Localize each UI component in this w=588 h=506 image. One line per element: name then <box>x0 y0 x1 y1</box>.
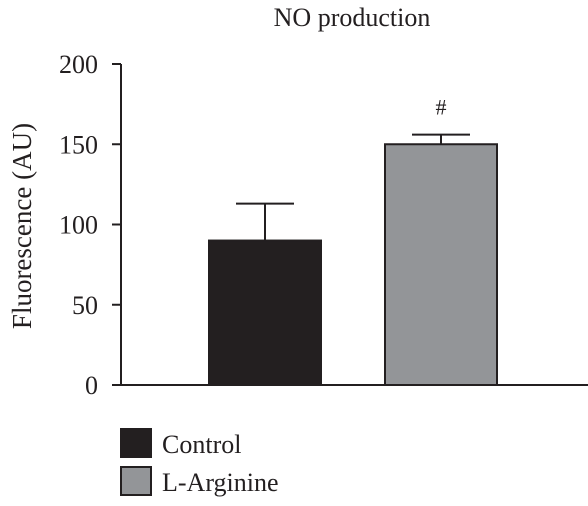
y-tick-label: 100 <box>59 211 98 240</box>
legend-swatch <box>120 428 152 458</box>
bars: # <box>208 95 498 386</box>
legend-swatch <box>120 466 152 496</box>
y-tick-label: 0 <box>85 371 98 400</box>
significance-marker: # <box>436 95 447 120</box>
y-axis-label: Fluorescence (AU) <box>7 123 37 329</box>
bar-1 <box>208 239 322 386</box>
legend-label: L-Arginine <box>162 468 279 497</box>
legend-label: Control <box>162 430 241 459</box>
y-tick-label: 200 <box>59 50 98 79</box>
y-tick-label: 150 <box>59 130 98 159</box>
axes <box>120 64 588 386</box>
y-tick-label: 50 <box>72 291 98 320</box>
chart-title: NO production <box>274 3 431 32</box>
bar-2 <box>384 143 498 386</box>
legend: Control L-Arginine <box>120 428 279 497</box>
y-ticks: 0 50 100 150 200 <box>59 50 121 400</box>
